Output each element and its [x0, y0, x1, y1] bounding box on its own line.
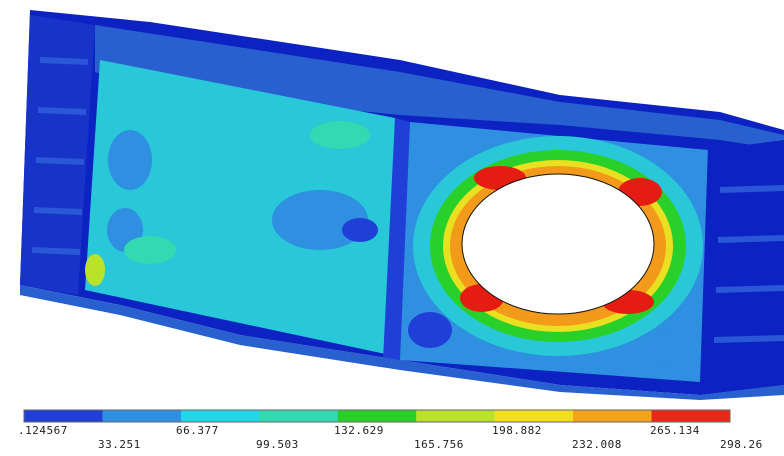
- legend-label-bottom-3: 232.008: [572, 438, 622, 451]
- contour-blue-patch-6: [635, 332, 695, 368]
- contour-blue-patch-3: [108, 130, 152, 190]
- legend-label-top-4: 265.134: [650, 424, 700, 437]
- middle-stiffener: [383, 118, 410, 365]
- contour-green-patch-3: [85, 254, 105, 286]
- contour-blue-patch-2: [342, 218, 378, 242]
- legend-swatch: [573, 410, 653, 422]
- legend-label-bottom-0: 33.251: [98, 438, 141, 451]
- legend-label-bottom-4: 298.26: [720, 438, 763, 451]
- legend-color-bar: [23, 409, 731, 423]
- legend-swatch: [24, 410, 103, 422]
- legend-swatch: [494, 410, 574, 422]
- legend-label-bottom-1: 99.503: [256, 438, 299, 451]
- legend-swatch: [337, 410, 417, 422]
- legend-label-bottom-2: 165.756: [414, 438, 464, 451]
- legend-bar-border: [23, 409, 731, 423]
- legend-label-top-1: 66.377: [176, 424, 219, 437]
- legend-label-top-2: 132.629: [334, 424, 384, 437]
- left-end-stiffener: [20, 15, 95, 295]
- left-end-segments: [31, 57, 89, 255]
- legend-swatch: [651, 410, 731, 422]
- legend-label-top-0: .124567: [18, 424, 68, 437]
- legend-swatch: [102, 410, 182, 422]
- right-end-stiffener: [700, 140, 784, 395]
- legend-swatch: [180, 410, 260, 422]
- legend-swatch: [416, 410, 496, 422]
- top-flange: [95, 25, 784, 150]
- contour-blue-patch-5: [408, 312, 452, 348]
- color-legend: .124567 66.377 132.629 198.882 265.134 3…: [0, 408, 784, 456]
- legend-swatch: [259, 410, 339, 422]
- contour-green-patch-2: [124, 236, 176, 264]
- contour-green-patch-1: [310, 121, 370, 149]
- fea-stress-plot: [20, 10, 784, 400]
- right-end-segments: [713, 185, 784, 343]
- legend-label-top-3: 198.882: [492, 424, 542, 437]
- circular-hole: [461, 173, 655, 315]
